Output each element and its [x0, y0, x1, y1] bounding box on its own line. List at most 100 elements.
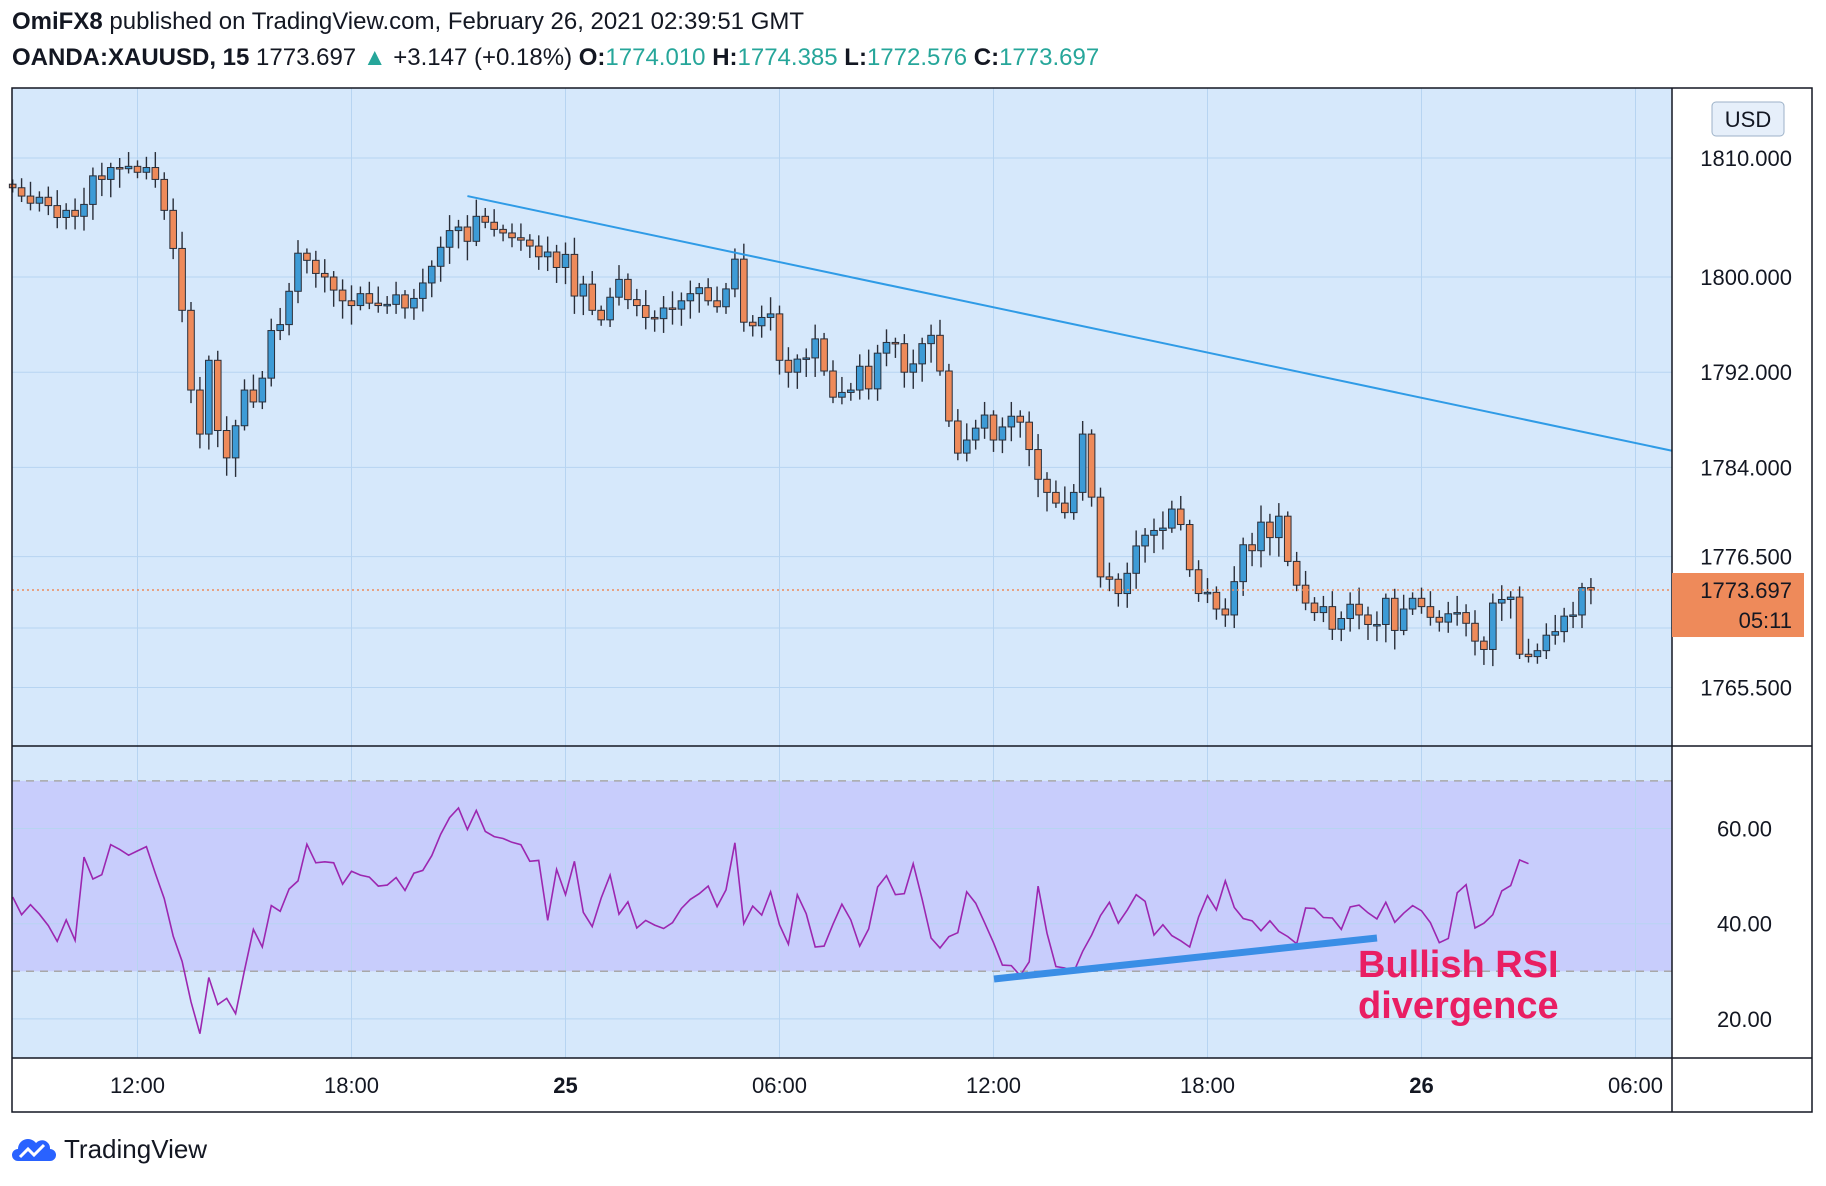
- candle-body: [1355, 603, 1363, 616]
- candle-body: [1025, 421, 1033, 451]
- open-label: O:: [578, 44, 606, 71]
- trendline: [467, 195, 1673, 452]
- candle-body: [294, 252, 302, 292]
- candle-body: [1212, 591, 1221, 610]
- candle-body: [213, 359, 222, 432]
- chart-frame: [11, 87, 1813, 1113]
- candle-body: [1052, 491, 1060, 504]
- candle-body: [1096, 496, 1105, 578]
- divergence-trendline: [993, 934, 1378, 983]
- candle-body: [1301, 584, 1310, 604]
- symbol-info: OANDA:XAUUSD, 15 1773.697 ▲ +3.147 (+0.1…: [12, 44, 1099, 72]
- candle-body: [606, 296, 614, 321]
- time-tick-label: 25: [553, 1073, 577, 1098]
- candle-body: [133, 165, 142, 173]
- symbol-label: OANDA:XAUUSD, 15: [12, 44, 250, 71]
- price-tick-label: 1765.500: [1700, 676, 1792, 701]
- candle-body: [62, 209, 70, 219]
- candle-body: [427, 265, 436, 284]
- candle-body: [1159, 527, 1167, 531]
- candle-body: [847, 389, 855, 393]
- candle-body: [659, 307, 668, 320]
- candle-body: [954, 420, 962, 454]
- candle-body: [945, 370, 953, 422]
- candle-body: [17, 187, 26, 197]
- candle-body: [267, 330, 276, 379]
- candle-body: [1221, 608, 1230, 616]
- candle-body: [1069, 491, 1078, 514]
- candle-body: [962, 439, 971, 454]
- candle-body: [1283, 515, 1292, 562]
- candle-body: [633, 299, 641, 307]
- footer-brand[interactable]: TradingView: [64, 1134, 208, 1164]
- candle-body: [517, 237, 525, 241]
- candle-body: [1453, 612, 1461, 615]
- candle-body: [748, 321, 757, 327]
- candle-body: [811, 338, 819, 359]
- candle-body: [1515, 596, 1524, 655]
- candle-body: [713, 300, 721, 308]
- candle-body: [561, 253, 570, 268]
- candle-body: [356, 293, 365, 307]
- candle-body: [258, 377, 267, 403]
- candle-body: [1382, 597, 1390, 625]
- close-label: C:: [973, 44, 1000, 71]
- candle-body: [1542, 634, 1551, 652]
- last-price: 1773.697: [256, 44, 357, 71]
- candle-body: [1194, 569, 1203, 595]
- candle-body: [222, 430, 231, 459]
- candle-body: [757, 316, 766, 327]
- candle-body: [641, 305, 650, 318]
- candle-body: [1444, 613, 1453, 623]
- candle-body: [89, 175, 97, 205]
- candle-body: [552, 251, 561, 268]
- candle-body: [436, 246, 445, 267]
- candle-body: [249, 389, 258, 403]
- time-tick-label: 18:00: [324, 1073, 379, 1098]
- candle-body: [971, 427, 980, 441]
- candle-body: [1587, 587, 1595, 591]
- candle-body: [1560, 615, 1568, 633]
- candle-body: [312, 259, 320, 274]
- price-change: +3.147 (+0.18%): [393, 44, 573, 71]
- footer: TradingView: [12, 1134, 207, 1165]
- candle-body: [650, 316, 659, 320]
- candle-body: [231, 425, 240, 459]
- rsi-tick-label: 60.00: [1717, 817, 1772, 842]
- candle-body: [285, 290, 293, 326]
- candle-body: [820, 338, 828, 372]
- candle-body: [142, 167, 151, 173]
- candle-body: [1319, 606, 1328, 614]
- time-tick-label: 06:00: [1608, 1073, 1663, 1098]
- candle-body: [1185, 524, 1194, 571]
- current-price-value: 1773.697: [1700, 578, 1792, 603]
- candle-body: [1426, 606, 1435, 618]
- candle-body: [1043, 478, 1051, 493]
- candle-body: [686, 293, 695, 302]
- candle-body: [1480, 640, 1488, 650]
- candle-body: [1578, 587, 1586, 616]
- candle-body: [115, 167, 124, 170]
- candle-body: [374, 302, 383, 307]
- open-value: 1774.010: [605, 44, 706, 71]
- author-name[interactable]: OmiFX8: [12, 8, 103, 35]
- candle-body: [240, 389, 249, 427]
- candle-body: [936, 334, 944, 372]
- candle-body: [124, 165, 133, 170]
- candle-body: [80, 203, 88, 217]
- candle-body: [1150, 529, 1158, 536]
- candle-body: [1266, 521, 1274, 539]
- countdown-timer: 05:11: [1739, 608, 1792, 633]
- candle-body: [1257, 521, 1265, 552]
- candle-body: [1471, 622, 1479, 642]
- candle-body: [864, 365, 873, 390]
- price-tick-label: 1810.000: [1700, 146, 1792, 171]
- annotation-label: divergence: [1358, 985, 1559, 1027]
- candle-body: [570, 253, 579, 297]
- candle-body: [1346, 603, 1354, 620]
- candle-body: [615, 278, 623, 298]
- rsi-tick-label: 20.00: [1717, 1007, 1772, 1032]
- candle-body: [445, 230, 454, 248]
- currency-label: USD: [1725, 107, 1771, 132]
